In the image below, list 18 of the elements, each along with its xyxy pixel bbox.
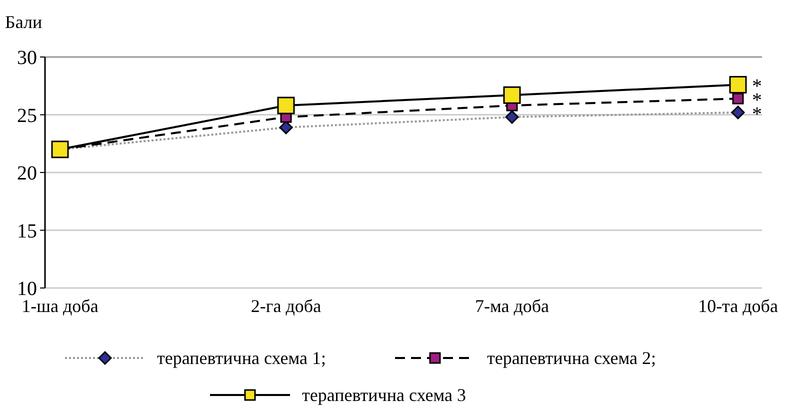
y-tick-label: 20 (17, 162, 37, 184)
y-tick-label: 30 (17, 47, 37, 69)
x-tick-label: 7-ма доба (474, 296, 550, 316)
point (729, 76, 747, 94)
point (505, 110, 519, 124)
point (279, 120, 293, 134)
x-tick-label: 10-та доба (698, 296, 778, 316)
y-tick-label: 25 (17, 104, 37, 127)
point (503, 86, 521, 104)
point (731, 106, 745, 120)
y-axis-title: Бали (5, 12, 42, 32)
x-tick-label: 2-га доба (250, 296, 322, 316)
legend-label: терапевтична схема 2; (487, 348, 656, 368)
point (277, 96, 295, 114)
point (732, 92, 744, 104)
legend-label: терапевтична схема 1; (157, 348, 326, 368)
y-tick-label: 15 (17, 220, 37, 242)
legend-label: терапевтична схема 3 (302, 385, 466, 405)
